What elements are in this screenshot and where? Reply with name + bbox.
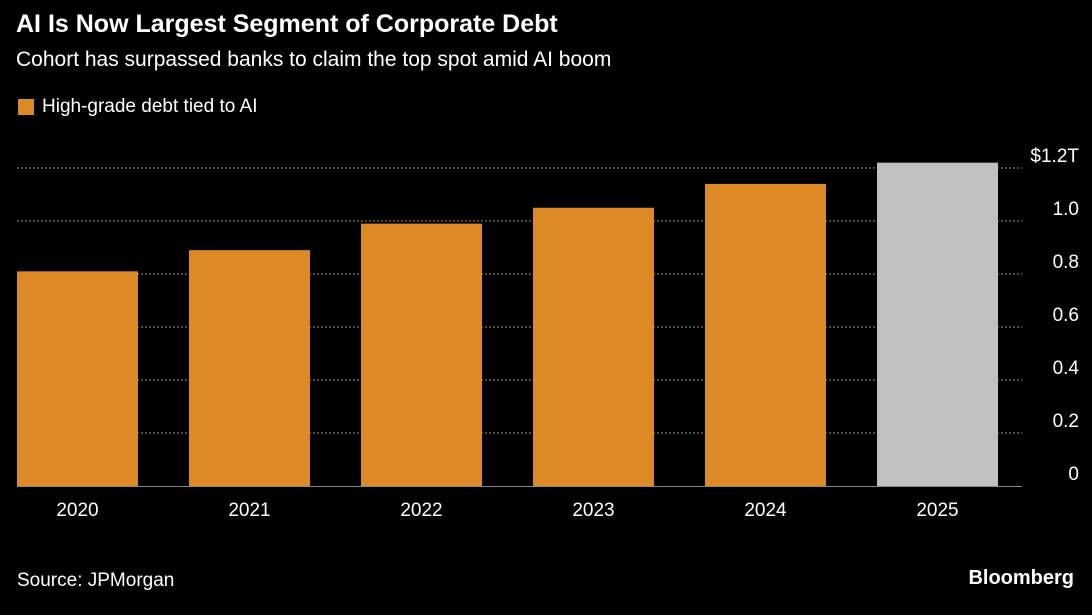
x-tick-label: 2020 xyxy=(56,500,98,521)
bar-2021 xyxy=(189,250,310,486)
source-note: Source: JPMorgan xyxy=(17,570,175,591)
legend-swatch xyxy=(18,99,34,115)
y-tick-label: 0.2 xyxy=(1053,411,1079,432)
y-tick-label: 0.6 xyxy=(1053,305,1079,326)
y-tick-label: 0 xyxy=(1068,464,1079,485)
legend: High-grade debt tied to AI xyxy=(18,96,257,118)
x-tick-label: 2025 xyxy=(916,500,958,521)
bar-2020 xyxy=(17,271,138,486)
bar-2023 xyxy=(533,207,654,486)
x-tick-label: 2022 xyxy=(400,500,442,521)
bloomberg-logo: Bloomberg xyxy=(968,567,1074,589)
x-tick-label: 2024 xyxy=(744,500,787,521)
x-tick-label: 2021 xyxy=(228,500,270,521)
bar-2022 xyxy=(361,223,482,486)
y-tick-label: $1.2T xyxy=(1030,146,1079,167)
y-tick-label: 0.4 xyxy=(1053,358,1080,379)
y-tick-label: 1.0 xyxy=(1053,199,1079,220)
chart-title: AI Is Now Largest Segment of Corporate D… xyxy=(16,10,558,38)
bar-2025 xyxy=(877,162,998,486)
x-tick-label: 2023 xyxy=(572,500,614,521)
bar-2024 xyxy=(705,183,826,486)
y-tick-label: 0.8 xyxy=(1053,252,1079,273)
chart-subtitle: Cohort has surpassed banks to claim the … xyxy=(16,48,612,71)
legend-label: High-grade debt tied to AI xyxy=(42,96,258,117)
